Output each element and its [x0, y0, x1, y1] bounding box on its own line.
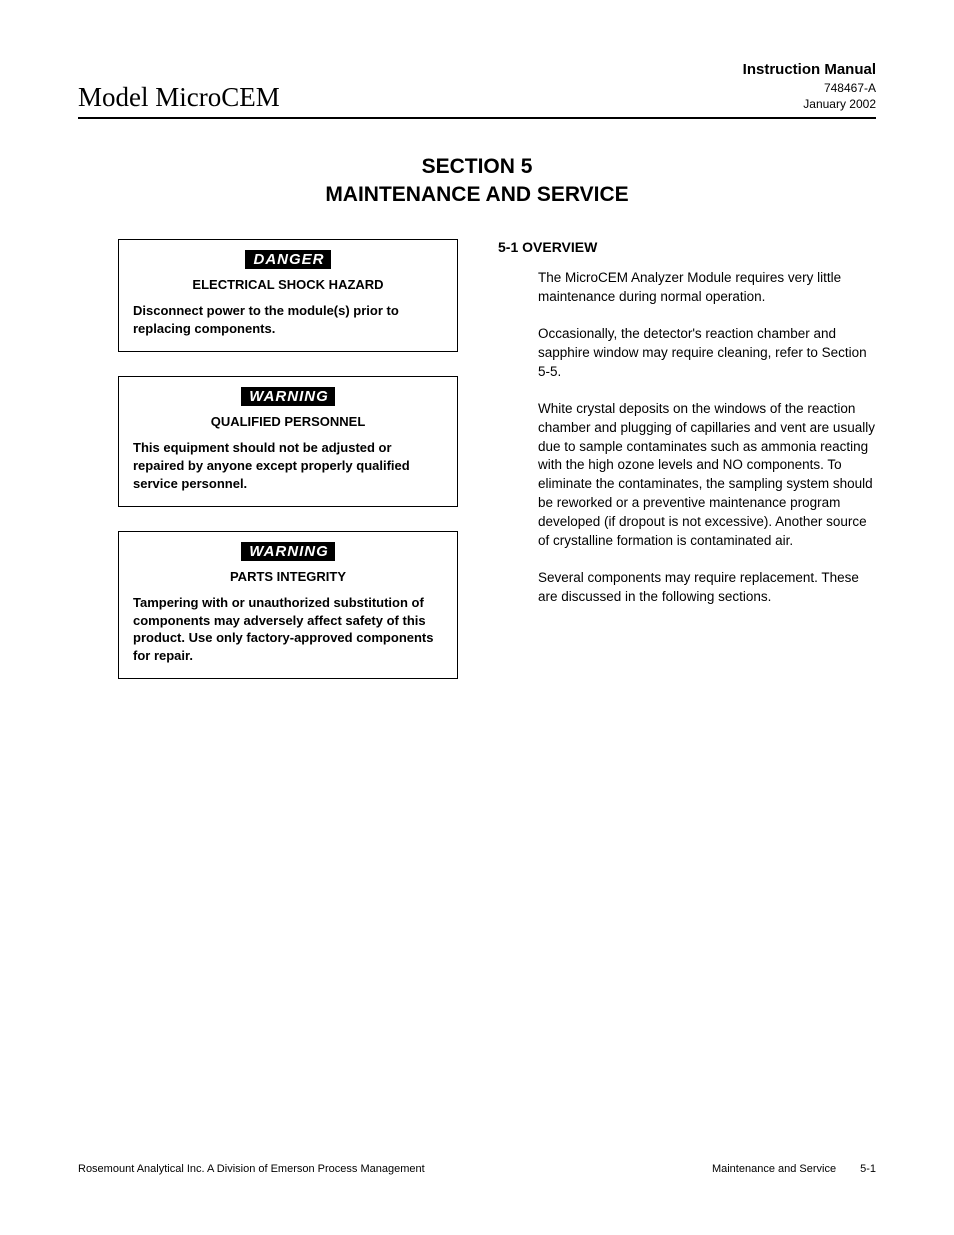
section-title-line2: MAINTENANCE AND SERVICE: [78, 181, 876, 209]
manual-title: Instruction Manual: [743, 60, 876, 80]
overview-paragraphs: The MicroCEM Analyzer Module requires ve…: [498, 269, 876, 606]
left-column: DANGER ELECTRICAL SHOCK HAZARD Disconnec…: [78, 239, 458, 703]
warning-label: WARNING: [241, 542, 335, 561]
warning-box-personnel: WARNING QUALIFIED PERSONNEL This equipme…: [118, 376, 458, 507]
document-page: Model MicroCEM Instruction Manual 748467…: [0, 0, 954, 1235]
doc-meta: Instruction Manual 748467-A January 2002: [743, 60, 876, 113]
warning-body-personnel: This equipment should not be adjusted or…: [133, 439, 443, 492]
overview-paragraph: Occasionally, the detector's reaction ch…: [538, 325, 876, 382]
section-title-line1: SECTION 5: [78, 153, 876, 181]
overview-paragraph: Several components may require replaceme…: [538, 569, 876, 607]
page-footer: Rosemount Analytical Inc. A Division of …: [78, 1163, 876, 1175]
warning-label: WARNING: [241, 387, 335, 406]
overview-paragraph: The MicroCEM Analyzer Module requires ve…: [538, 269, 876, 307]
danger-label: DANGER: [245, 250, 330, 269]
overview-paragraph: White crystal deposits on the windows of…: [538, 400, 876, 551]
model-name: Model MicroCEM: [78, 84, 280, 113]
danger-body: Disconnect power to the module(s) prior …: [133, 302, 443, 337]
overview-heading: 5-1 OVERVIEW: [498, 239, 876, 255]
footer-section: Maintenance and Service: [712, 1163, 836, 1175]
section-title: SECTION 5 MAINTENANCE AND SERVICE: [78, 153, 876, 210]
doc-date: January 2002: [743, 96, 876, 112]
danger-box: DANGER ELECTRICAL SHOCK HAZARD Disconnec…: [118, 239, 458, 352]
footer-right: Maintenance and Service 5-1: [712, 1163, 876, 1175]
warning-heading-personnel: QUALIFIED PERSONNEL: [133, 414, 443, 429]
page-header: Model MicroCEM Instruction Manual 748467…: [78, 60, 876, 119]
warning-body-parts: Tampering with or unauthorized substitut…: [133, 594, 443, 664]
danger-heading: ELECTRICAL SHOCK HAZARD: [133, 277, 443, 292]
footer-company: Rosemount Analytical Inc. A Division of …: [78, 1163, 425, 1175]
right-column: 5-1 OVERVIEW The MicroCEM Analyzer Modul…: [498, 239, 876, 703]
doc-number: 748467-A: [743, 80, 876, 96]
footer-page-number: 5-1: [860, 1163, 876, 1175]
body-columns: DANGER ELECTRICAL SHOCK HAZARD Disconnec…: [78, 239, 876, 703]
warning-heading-parts: PARTS INTEGRITY: [133, 569, 443, 584]
warning-box-parts: WARNING PARTS INTEGRITY Tampering with o…: [118, 531, 458, 679]
